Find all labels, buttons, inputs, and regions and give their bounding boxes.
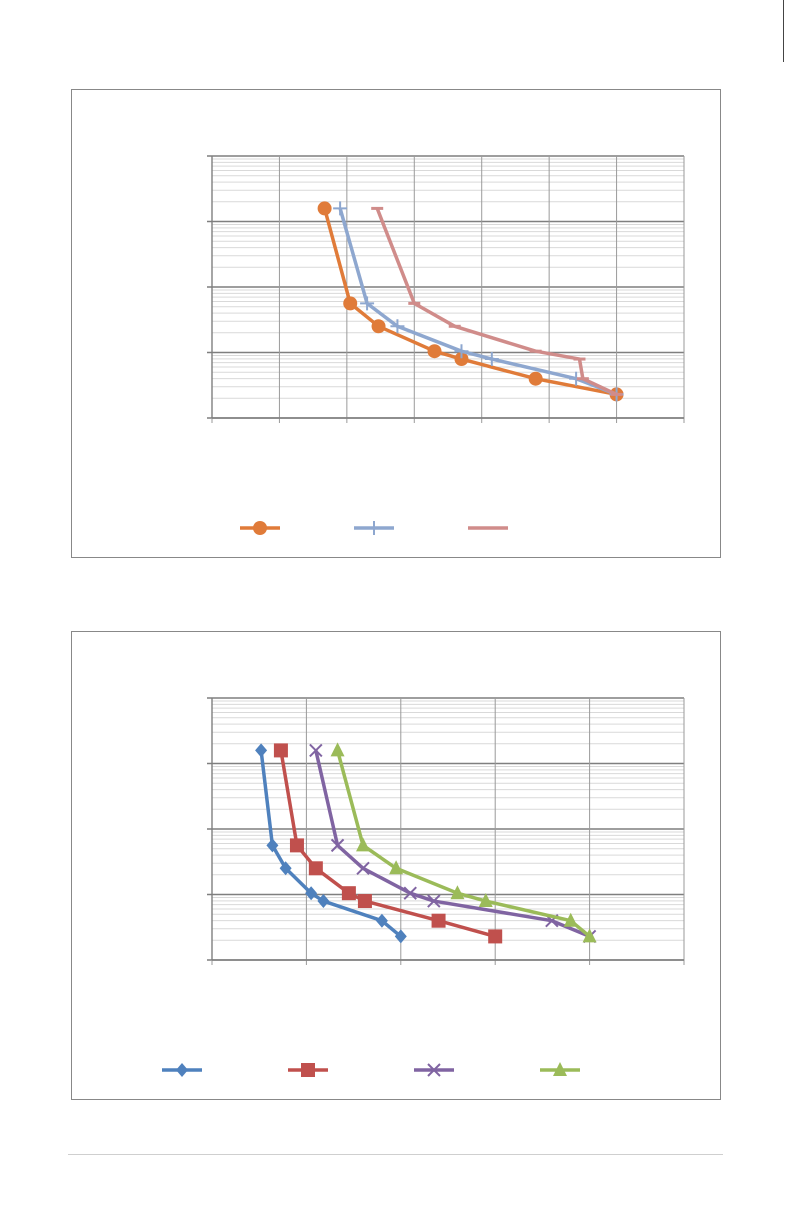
series-4: [330, 742, 597, 943]
series-4-point: [330, 742, 345, 757]
series-3-point: [330, 838, 345, 853]
legend-entry-4: [540, 1062, 580, 1076]
series-2-point: [308, 861, 323, 876]
series-4-point: [582, 928, 597, 943]
series-1-point: [528, 371, 543, 386]
legend-entry-2: [288, 1063, 328, 1077]
series-3-point: [309, 743, 323, 758]
series-2-point: [390, 319, 405, 334]
legend-marker: [553, 1062, 567, 1076]
series-2-point: [341, 886, 356, 901]
series-1-point: [317, 201, 332, 216]
legend-marker: [301, 1063, 315, 1077]
series-1-point: [305, 886, 318, 901]
chart-1-grid: [207, 155, 685, 423]
series-2-point: [431, 913, 446, 928]
legend-marker: [427, 1063, 441, 1077]
legend-entry-1: [240, 521, 280, 535]
series-2-point: [360, 296, 375, 311]
series-1-point: [427, 344, 442, 359]
series-1-point: [255, 743, 268, 758]
chart-1-svg: [207, 155, 685, 535]
series-1-point: [266, 838, 279, 853]
series-2-point: [273, 743, 288, 758]
series-2: [273, 743, 503, 944]
series-4-point: [478, 893, 493, 908]
legend-entry-2: [354, 521, 394, 535]
series-1: [317, 201, 624, 402]
page-edge-rule: [0, 0, 784, 62]
series-4-point: [389, 860, 404, 875]
series-4-point: [563, 912, 578, 927]
chart-area-2: [71, 631, 721, 1100]
series-2-point: [289, 838, 304, 853]
legend-marker: [367, 521, 381, 535]
series-4-point: [356, 837, 371, 852]
series-1-point: [454, 352, 469, 367]
legend-marker: [176, 1063, 188, 1077]
series-3-point: [356, 861, 370, 876]
series-2-point: [357, 894, 372, 909]
series-1-point: [279, 861, 292, 876]
series-1-point: [343, 296, 358, 311]
series-2-point: [333, 201, 348, 216]
series-3-point: [427, 894, 441, 908]
footer-rule: [68, 1154, 723, 1155]
legend-entry-1: [162, 1063, 202, 1077]
chart-area-1: [71, 89, 721, 558]
series-1-point: [394, 929, 407, 944]
legend-entry-3: [414, 1063, 454, 1077]
chart-2-svg: [162, 697, 685, 1077]
series-1: [255, 743, 407, 944]
series-2-point: [454, 344, 469, 359]
series-2-point: [484, 352, 499, 367]
series-2-point: [488, 929, 503, 944]
series-1-point: [375, 913, 388, 928]
series-4-point: [450, 885, 465, 900]
series-3: [371, 206, 623, 397]
series-1-point: [317, 894, 330, 909]
legend-marker: [253, 521, 267, 535]
series-3-point: [403, 886, 417, 900]
series-1-point: [371, 319, 386, 334]
